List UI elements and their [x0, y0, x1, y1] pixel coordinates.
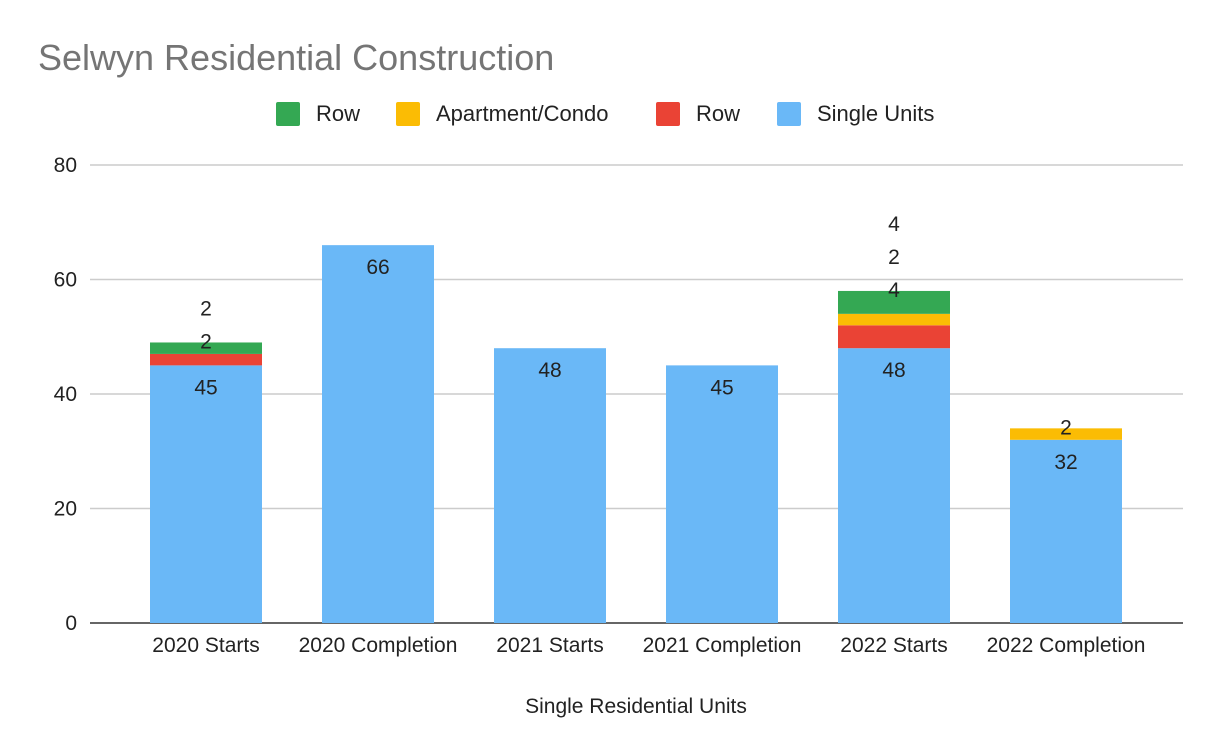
legend: Row Apartment/Condo Row Single Units	[276, 101, 934, 126]
x-axis-title: Single Residential Units	[525, 695, 747, 718]
bar-segment	[150, 365, 262, 623]
data-label: 4	[888, 213, 900, 236]
bar-segment	[494, 348, 606, 623]
bar-segment	[666, 365, 778, 623]
data-label: 32	[1054, 451, 1077, 474]
bar-segment	[838, 348, 950, 623]
y-tick-label: 20	[54, 498, 77, 521]
bar-segment	[838, 290, 950, 314]
bar-segment	[322, 245, 434, 623]
data-label: 2	[200, 330, 212, 353]
y-tick-label: 60	[54, 269, 77, 292]
data-label: 4	[888, 279, 900, 302]
legend-swatch	[777, 102, 801, 126]
x-tick-label: 2022 Starts	[840, 634, 947, 657]
bars	[150, 245, 1122, 623]
y-tick-label: 0	[65, 612, 77, 635]
legend-label: Apartment/Condo	[436, 101, 608, 126]
legend-swatch	[396, 102, 420, 126]
data-label: 48	[538, 359, 561, 382]
chart-title: Selwyn Residential Construction	[38, 37, 554, 78]
gridlines	[90, 164, 1183, 624]
x-tick-label: 2021 Completion	[643, 634, 802, 657]
y-axis-ticks: 0 20 40 60 80	[54, 154, 77, 635]
bar-segment	[838, 325, 950, 349]
bar-segment	[838, 313, 950, 326]
bar-segment	[1010, 439, 1122, 623]
data-label: 2	[888, 246, 900, 269]
data-label: 2	[1060, 416, 1072, 439]
data-label: 45	[194, 376, 217, 399]
x-axis-ticks: 2020 Starts 2020 Completion 2021 Starts 202…	[152, 634, 1145, 657]
legend-label: Single Units	[817, 101, 934, 126]
x-tick-label: 2021 Starts	[496, 634, 603, 657]
y-tick-label: 80	[54, 154, 77, 177]
legend-label: Row	[316, 101, 360, 126]
x-tick-label: 2022 Completion	[987, 634, 1146, 657]
legend-swatch	[656, 102, 680, 126]
data-label: 66	[366, 256, 389, 279]
bar-segment	[150, 342, 262, 354]
x-tick-label: 2020 Completion	[299, 634, 458, 657]
data-label: 48	[882, 359, 905, 382]
data-labels: 45 2 2 66 48 45 48 4 2 4 32 2	[194, 213, 1077, 474]
bar-segment	[150, 353, 262, 366]
legend-swatch	[276, 102, 300, 126]
data-label: 2	[200, 297, 212, 320]
y-tick-label: 40	[54, 383, 77, 406]
bar-segment	[1010, 428, 1122, 440]
data-label: 45	[710, 376, 733, 399]
legend-label: Row	[696, 101, 740, 126]
x-tick-label: 2020 Starts	[152, 634, 259, 657]
